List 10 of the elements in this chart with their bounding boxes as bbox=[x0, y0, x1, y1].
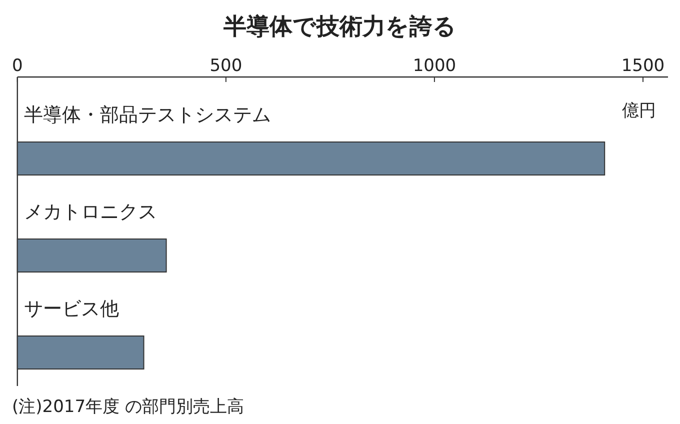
chart-title: 半導体で技術力を誇る bbox=[222, 14, 456, 40]
y-tick-label: サービス他 bbox=[24, 298, 119, 320]
x-tick-label: 500 bbox=[210, 56, 242, 76]
x-tick-label: 1000 bbox=[412, 56, 456, 76]
x-axis-title: 億円 bbox=[622, 101, 656, 121]
y-tick-label: 半導体・部品テストシステム bbox=[24, 104, 271, 126]
y-tick-label: メカトロニクス bbox=[24, 201, 157, 223]
x-tick-label: 0 bbox=[12, 56, 23, 76]
text: (注)2017年度 の部門別売上高 bbox=[12, 397, 244, 417]
x-tick-label: 1500 bbox=[621, 56, 665, 76]
